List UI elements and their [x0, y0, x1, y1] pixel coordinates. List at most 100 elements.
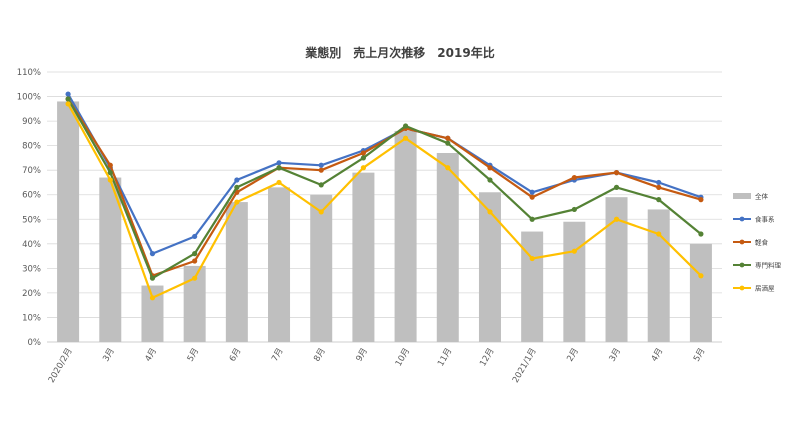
data-point — [149, 275, 156, 281]
data-point — [360, 155, 367, 161]
data-point — [402, 123, 409, 129]
data-point — [402, 135, 409, 141]
data-point — [487, 177, 493, 183]
series-line — [67, 103, 702, 299]
bar — [647, 209, 670, 342]
series-line — [67, 98, 702, 280]
data-point — [571, 206, 577, 213]
y-tick-label: 50% — [22, 215, 41, 225]
x-tick-label: 11月 — [436, 347, 454, 369]
x-tick-label: 2021/1月 — [511, 347, 539, 385]
legend-label: 軽食 — [755, 238, 769, 247]
legend-swatch — [733, 193, 751, 199]
legend-marker — [739, 239, 745, 245]
x-tick-label: 2020/2月 — [47, 347, 75, 385]
data-point — [149, 251, 156, 257]
data-point — [149, 295, 156, 301]
x-tick-label: 4月 — [650, 347, 666, 364]
x-tick-label: 8月 — [312, 347, 328, 364]
data-point — [445, 140, 451, 146]
bar — [521, 231, 544, 342]
bar — [268, 187, 291, 342]
x-tick-label: 3月 — [608, 347, 624, 364]
data-point — [529, 255, 535, 262]
y-tick-label: 70% — [22, 166, 41, 176]
data-point — [234, 199, 240, 205]
x-tick-label: 7月 — [270, 347, 286, 364]
data-point — [698, 231, 704, 237]
legend-label: 全体 — [755, 192, 769, 201]
y-tick-label: 0% — [28, 338, 42, 348]
data-point — [107, 162, 113, 168]
data-point — [276, 160, 282, 166]
x-tick-label: 6月 — [228, 347, 244, 364]
y-tick-label: 90% — [22, 117, 41, 127]
data-point — [613, 184, 620, 190]
legend-marker — [739, 262, 745, 268]
data-point — [571, 248, 577, 254]
bar — [310, 194, 333, 342]
x-tick-label: 10月 — [394, 347, 412, 369]
data-point — [65, 101, 71, 107]
x-tick-label: 3月 — [101, 347, 117, 364]
x-tick-label: 5月 — [692, 347, 708, 364]
legend-label: 食事系 — [755, 215, 775, 224]
data-point — [698, 197, 704, 203]
data-point — [276, 165, 282, 171]
legend-marker — [739, 216, 745, 222]
data-point — [656, 179, 662, 186]
data-point — [276, 179, 282, 186]
data-point — [656, 184, 662, 190]
y-tick-label: 20% — [22, 289, 41, 299]
data-point — [192, 275, 198, 281]
x-tick-label: 2月 — [565, 347, 581, 364]
data-point — [318, 162, 324, 168]
data-point — [192, 251, 198, 257]
data-point — [698, 273, 704, 279]
data-point — [613, 170, 620, 176]
legend-label: 居酒屋 — [755, 285, 775, 293]
bar — [57, 101, 80, 342]
bar — [183, 265, 206, 342]
data-point — [656, 231, 662, 237]
data-point — [318, 167, 324, 173]
data-point — [613, 216, 620, 222]
bar — [478, 192, 501, 342]
bar — [352, 172, 375, 342]
data-point — [318, 209, 324, 215]
data-point — [107, 170, 113, 176]
x-tick-label: 4月 — [143, 347, 159, 364]
data-point — [192, 258, 198, 264]
bar — [225, 202, 248, 342]
data-point — [192, 233, 198, 240]
bar — [689, 243, 712, 342]
chart-title: 業態別 売上月次推移 2019年比 — [304, 45, 494, 60]
data-point — [487, 209, 493, 215]
data-point — [318, 182, 324, 188]
data-point — [107, 177, 113, 183]
data-point — [529, 194, 535, 200]
y-tick-label: 10% — [22, 313, 41, 323]
y-tick-label: 100% — [17, 93, 41, 103]
bar — [99, 177, 122, 342]
y-tick-label: 60% — [22, 191, 41, 201]
y-tick-label: 80% — [22, 142, 41, 152]
y-tick-label: 30% — [22, 264, 41, 274]
x-tick-label: 5月 — [186, 347, 202, 364]
bar — [141, 285, 164, 342]
data-point — [487, 165, 493, 171]
x-tick-label: 9月 — [354, 347, 370, 364]
data-point — [529, 189, 535, 195]
data-point — [571, 174, 577, 181]
data-point — [234, 177, 240, 183]
data-point — [234, 184, 240, 190]
bar — [394, 130, 417, 342]
data-point — [529, 216, 535, 222]
bar — [436, 153, 459, 342]
data-point — [360, 165, 367, 171]
data-point — [445, 165, 451, 171]
y-tick-label: 110% — [17, 68, 41, 78]
legend-label: 専門料理 — [755, 261, 782, 270]
data-point — [65, 96, 71, 102]
